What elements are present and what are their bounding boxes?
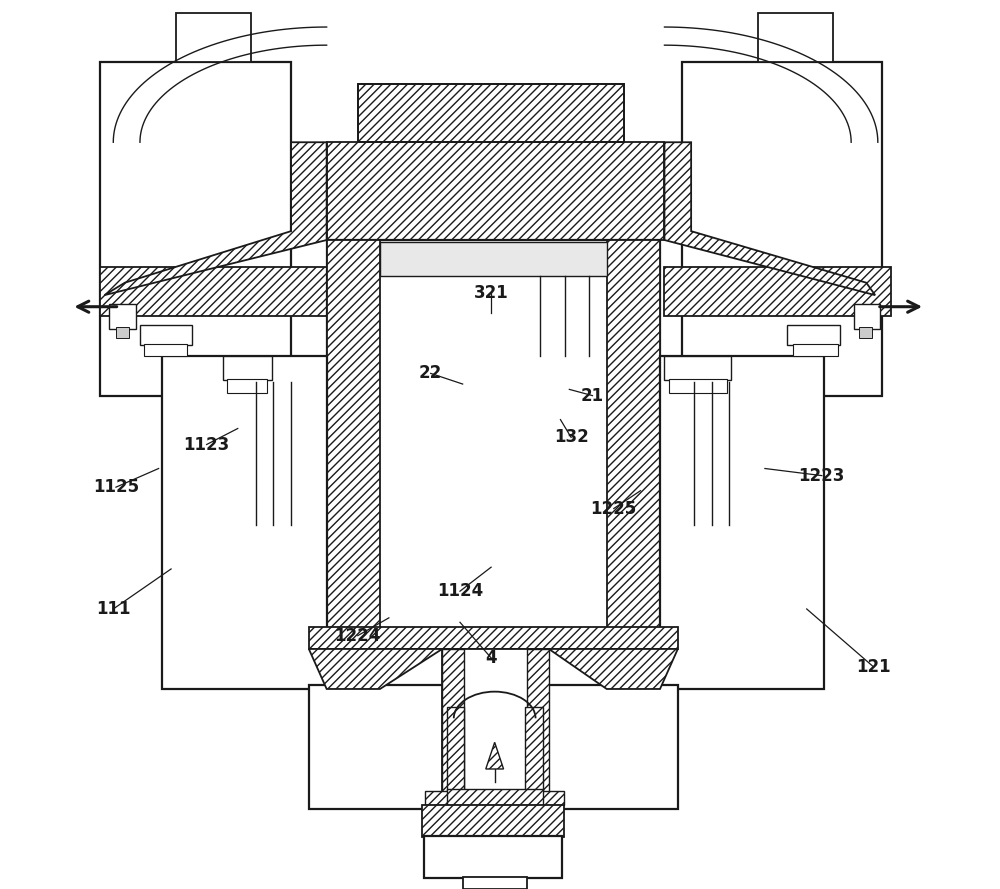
Polygon shape bbox=[309, 627, 678, 649]
Bar bbox=[176, 13, 251, 62]
Polygon shape bbox=[100, 267, 327, 316]
Bar bbox=[162, 356, 327, 689]
Text: 1123: 1123 bbox=[184, 436, 230, 453]
Bar bbox=[327, 240, 660, 689]
Polygon shape bbox=[486, 742, 504, 769]
Bar bbox=[463, 877, 527, 889]
Bar bbox=[854, 304, 880, 329]
Bar bbox=[358, 84, 624, 142]
Text: 4: 4 bbox=[485, 649, 497, 667]
Polygon shape bbox=[442, 649, 464, 809]
Bar bbox=[144, 344, 187, 356]
Bar bbox=[664, 356, 731, 380]
Bar bbox=[223, 356, 272, 380]
Polygon shape bbox=[309, 649, 442, 689]
Polygon shape bbox=[422, 805, 564, 837]
Polygon shape bbox=[327, 142, 664, 240]
Bar bbox=[859, 327, 872, 338]
Text: 21: 21 bbox=[581, 387, 604, 404]
Polygon shape bbox=[442, 649, 549, 809]
Text: 321: 321 bbox=[474, 284, 508, 302]
Text: 132: 132 bbox=[554, 428, 588, 446]
Text: 111: 111 bbox=[96, 600, 131, 618]
Text: 22: 22 bbox=[419, 364, 442, 382]
Polygon shape bbox=[447, 789, 543, 805]
Polygon shape bbox=[525, 707, 564, 805]
Text: 121: 121 bbox=[856, 658, 891, 676]
Bar bbox=[682, 62, 882, 396]
Polygon shape bbox=[425, 707, 464, 805]
Bar bbox=[309, 685, 678, 809]
Polygon shape bbox=[327, 240, 380, 689]
Bar bbox=[669, 379, 727, 393]
Polygon shape bbox=[104, 142, 327, 295]
Text: 1223: 1223 bbox=[799, 467, 845, 485]
Bar bbox=[424, 836, 562, 878]
Text: 1224: 1224 bbox=[335, 627, 381, 645]
Bar bbox=[660, 356, 824, 689]
Polygon shape bbox=[607, 240, 660, 689]
Bar bbox=[140, 325, 192, 345]
Text: 1124: 1124 bbox=[437, 582, 483, 600]
Bar bbox=[758, 13, 833, 62]
Bar bbox=[793, 344, 838, 356]
Bar bbox=[116, 327, 129, 338]
Polygon shape bbox=[358, 84, 624, 142]
Text: 1125: 1125 bbox=[93, 478, 139, 496]
Bar bbox=[380, 242, 607, 276]
Bar bbox=[227, 379, 267, 393]
Bar bbox=[100, 62, 291, 396]
Text: 1225: 1225 bbox=[591, 500, 637, 517]
Polygon shape bbox=[527, 649, 549, 809]
Bar bbox=[787, 325, 840, 345]
Polygon shape bbox=[549, 649, 678, 689]
Polygon shape bbox=[664, 267, 891, 316]
Bar bbox=[109, 304, 136, 329]
Polygon shape bbox=[664, 142, 875, 295]
